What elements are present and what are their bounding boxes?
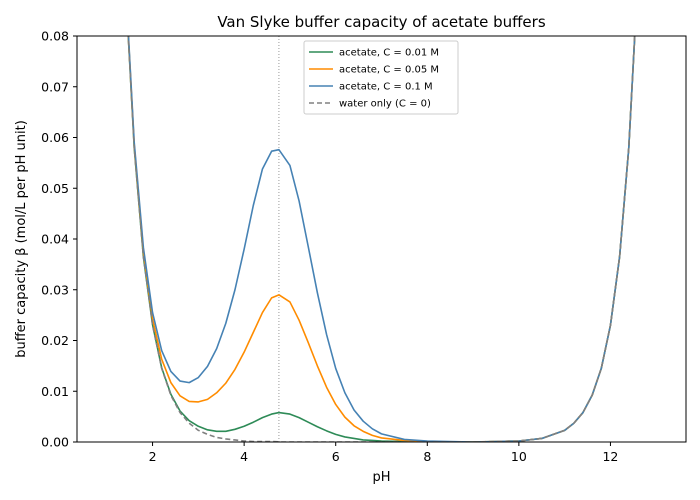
y-tick-label: 0.08 — [41, 29, 69, 44]
y-axis-label: buffer capacity β (mol/L per pH unit) — [14, 120, 29, 358]
x-tick-label: 10 — [511, 449, 527, 464]
x-axis-label: pH — [372, 470, 390, 485]
y-tick-label: 0.00 — [41, 435, 69, 450]
x-tick-label: 12 — [602, 449, 618, 464]
chart-title: Van Slyke buffer capacity of acetate buf… — [217, 13, 546, 31]
y-tick-label: 0.02 — [41, 333, 69, 348]
x-tick-label: 2 — [149, 449, 157, 464]
legend-box — [303, 40, 459, 115]
legend-label-2: acetate, C = 0.1 M — [339, 82, 433, 93]
legend-label-0: acetate, C = 0.01 M — [339, 48, 439, 59]
legend: acetate, C = 0.01 M acetate, C = 0.05 M ac… — [303, 40, 459, 115]
y-tick-label: 0.07 — [41, 79, 69, 94]
y-tick-label: 0.06 — [41, 130, 69, 145]
series-line-3 — [127, 36, 636, 442]
x-tick-label: 6 — [332, 449, 340, 464]
x-tick-label: 4 — [240, 449, 248, 464]
y-tick-label: 0.03 — [41, 282, 69, 297]
y-tick-label: 0.01 — [41, 384, 69, 399]
y-tick-label: 0.05 — [41, 181, 69, 196]
legend-label-1: acetate, C = 0.05 M — [339, 65, 439, 76]
y-tick-label: 0.04 — [41, 232, 69, 247]
x-tick-label: 8 — [423, 449, 431, 464]
legend-label-3: water only (C = 0) — [339, 99, 431, 110]
